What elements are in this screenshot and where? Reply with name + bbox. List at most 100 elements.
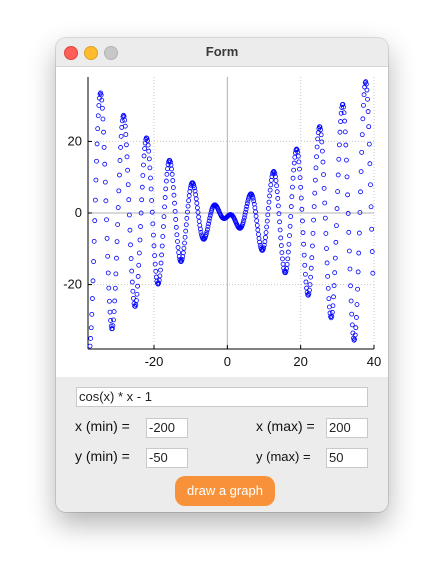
data-point	[104, 217, 109, 223]
data-point	[241, 217, 247, 223]
data-point	[354, 302, 360, 307]
data-point	[158, 260, 164, 266]
data-point	[125, 167, 130, 173]
data-point	[363, 81, 369, 87]
data-point	[254, 222, 260, 228]
data-point	[275, 196, 281, 201]
data-point	[87, 343, 93, 349]
data-point	[337, 129, 343, 135]
data-point	[195, 205, 200, 211]
data-point	[163, 186, 169, 192]
x-min-input[interactable]: -200	[146, 418, 188, 438]
data-point	[207, 212, 213, 218]
data-point	[344, 157, 349, 163]
data-point	[329, 309, 335, 315]
data-point	[160, 224, 166, 230]
data-point	[163, 178, 169, 184]
data-point	[269, 174, 275, 179]
zoom-window-button[interactable]	[104, 46, 118, 60]
data-point	[335, 172, 341, 178]
data-point	[287, 223, 293, 229]
data-point	[149, 198, 155, 203]
data-point	[257, 239, 263, 245]
x-tick-label: 0	[224, 354, 231, 369]
data-point	[261, 242, 267, 248]
data-point	[254, 218, 260, 224]
data-point	[134, 291, 140, 297]
data-point	[172, 208, 178, 214]
data-point	[318, 132, 324, 138]
data-point	[90, 278, 96, 284]
x-min-label: x (min) =	[75, 418, 130, 434]
data-point	[308, 274, 314, 280]
data-point	[203, 233, 209, 239]
data-point	[204, 227, 210, 232]
data-point	[278, 243, 284, 248]
data-point	[260, 248, 265, 253]
data-point	[208, 210, 214, 216]
data-point	[360, 116, 366, 122]
data-point	[196, 214, 201, 220]
data-point	[312, 190, 318, 196]
data-point	[101, 144, 107, 150]
data-point	[284, 266, 289, 272]
data-point	[356, 250, 362, 256]
data-point	[332, 255, 338, 261]
data-point	[298, 195, 304, 201]
data-point	[145, 142, 151, 148]
data-point	[359, 132, 365, 138]
data-point	[96, 103, 102, 108]
data-point	[122, 117, 128, 123]
data-point	[126, 212, 132, 218]
data-point	[105, 253, 111, 259]
data-point	[102, 161, 108, 167]
data-point	[169, 166, 174, 172]
data-point	[180, 250, 186, 256]
data-point	[170, 185, 176, 190]
data-point	[168, 159, 173, 165]
close-window-button[interactable]	[64, 46, 78, 60]
data-point	[280, 261, 286, 267]
data-point	[314, 154, 319, 160]
y-min-input[interactable]: -50	[146, 448, 188, 468]
data-point	[331, 294, 336, 300]
data-point	[313, 165, 319, 171]
data-point	[137, 237, 143, 243]
data-point	[181, 245, 187, 251]
data-point	[172, 200, 177, 206]
data-point	[325, 285, 331, 291]
data-point	[157, 273, 163, 279]
data-point	[301, 252, 307, 258]
data-point	[291, 167, 297, 173]
data-point	[268, 177, 274, 183]
data-point	[171, 192, 177, 198]
data-point	[318, 127, 324, 133]
data-point	[331, 283, 337, 289]
data-point	[308, 265, 314, 271]
data-point	[153, 268, 159, 274]
data-point	[344, 174, 350, 180]
data-point	[114, 239, 120, 245]
x-tick-label: 20	[293, 354, 307, 369]
y-max-input[interactable]: 50	[326, 448, 368, 468]
data-point	[366, 141, 372, 147]
data-point	[93, 177, 99, 183]
data-point	[115, 222, 121, 227]
data-point	[111, 317, 116, 323]
data-point	[348, 298, 354, 304]
y-tick-label: 20	[68, 133, 82, 148]
draw-graph-button[interactable]: draw a graph	[175, 476, 275, 506]
x-max-input[interactable]: 200	[326, 418, 368, 438]
data-point	[179, 256, 185, 262]
data-point	[265, 206, 271, 211]
data-point	[107, 298, 112, 304]
data-point	[275, 203, 281, 209]
data-point	[347, 266, 353, 272]
data-point	[139, 184, 145, 190]
formula-input[interactable]: cos(x) * x - 1	[76, 387, 368, 407]
data-point	[110, 323, 116, 329]
minimize-window-button[interactable]	[84, 46, 98, 60]
data-point	[145, 138, 150, 144]
data-point	[111, 309, 117, 315]
data-point	[266, 199, 272, 205]
